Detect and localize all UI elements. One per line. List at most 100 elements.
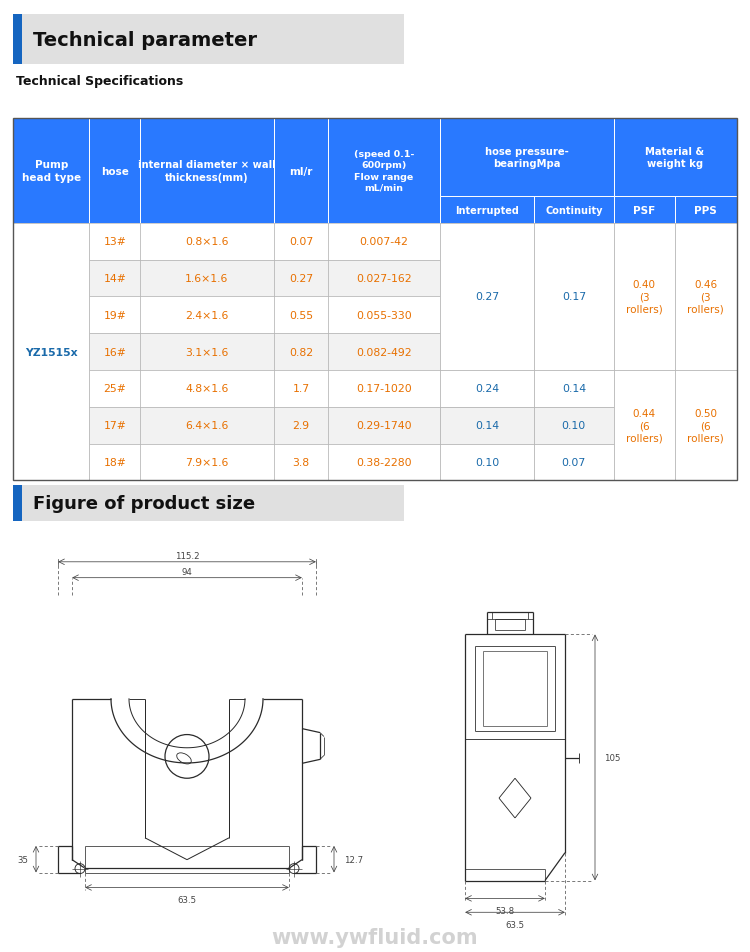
Bar: [274, 407, 328, 444]
Bar: [614, 261, 675, 297]
Text: 35: 35: [17, 855, 28, 863]
Bar: [440, 444, 534, 481]
Text: 1.7: 1.7: [292, 384, 310, 394]
Bar: [140, 261, 274, 297]
Bar: [140, 334, 274, 370]
Bar: [328, 224, 440, 261]
Text: internal diameter × wall
thickness(mm): internal diameter × wall thickness(mm): [138, 160, 276, 183]
Bar: [13, 224, 89, 261]
Bar: [534, 334, 614, 370]
Bar: [13, 224, 89, 481]
Text: 0.17: 0.17: [562, 292, 586, 302]
Bar: [140, 407, 274, 444]
FancyBboxPatch shape: [13, 15, 404, 65]
Bar: [534, 197, 614, 224]
Text: 0.17-1020: 0.17-1020: [356, 384, 412, 394]
Bar: [274, 444, 328, 481]
Bar: [534, 261, 614, 297]
Bar: [13, 119, 89, 224]
Bar: [13, 370, 89, 407]
Bar: [675, 444, 736, 481]
Text: 0.007-42: 0.007-42: [359, 237, 409, 248]
Bar: [675, 407, 736, 444]
Bar: [89, 261, 140, 297]
Text: Pump
head type: Pump head type: [22, 160, 81, 183]
Bar: [140, 444, 274, 481]
Bar: [440, 297, 534, 334]
Text: 7.9×1.6: 7.9×1.6: [185, 457, 229, 467]
Text: 105: 105: [604, 753, 620, 763]
Bar: [440, 224, 534, 261]
Text: 0.82: 0.82: [289, 347, 313, 357]
Text: 0.027-162: 0.027-162: [356, 274, 412, 284]
Text: 115.2: 115.2: [175, 552, 200, 561]
Bar: [614, 224, 675, 370]
Text: Technical parameter: Technical parameter: [33, 30, 257, 50]
Bar: [13, 444, 89, 481]
Bar: [13, 119, 736, 481]
Text: Interrupted: Interrupted: [455, 206, 519, 215]
Bar: [675, 224, 736, 370]
Text: 0.44
(6
rollers): 0.44 (6 rollers): [626, 408, 663, 443]
Bar: [440, 119, 614, 197]
Text: 0.50
(6
rollers): 0.50 (6 rollers): [688, 408, 724, 443]
Text: 63.5: 63.5: [178, 896, 197, 904]
Text: 0.40
(3
rollers): 0.40 (3 rollers): [626, 280, 663, 314]
Text: 0.14: 0.14: [562, 384, 586, 394]
Text: 1.6×1.6: 1.6×1.6: [185, 274, 229, 284]
Bar: [534, 407, 614, 444]
Text: 94: 94: [182, 567, 193, 577]
Bar: [328, 407, 440, 444]
Text: ml/r: ml/r: [290, 167, 313, 176]
Text: PPS: PPS: [694, 206, 717, 215]
Bar: [13, 297, 89, 334]
Bar: [13, 261, 89, 297]
Text: 0.55: 0.55: [289, 310, 313, 321]
Text: 0.055-330: 0.055-330: [356, 310, 412, 321]
Bar: [440, 224, 534, 370]
Bar: [89, 297, 140, 334]
Bar: [440, 261, 534, 297]
Bar: [140, 224, 274, 261]
Bar: [440, 370, 534, 407]
Bar: [614, 370, 675, 407]
Bar: [614, 334, 675, 370]
Text: 2.4×1.6: 2.4×1.6: [185, 310, 229, 321]
Bar: [328, 261, 440, 297]
Text: 0.14: 0.14: [475, 421, 500, 430]
Bar: [440, 444, 534, 481]
Text: 0.07: 0.07: [562, 457, 586, 467]
Bar: [89, 334, 140, 370]
Bar: [440, 370, 534, 407]
Text: 6.4×1.6: 6.4×1.6: [185, 421, 229, 430]
Bar: [675, 261, 736, 297]
Bar: [89, 370, 140, 407]
Bar: [140, 297, 274, 334]
Text: 13#: 13#: [104, 237, 126, 248]
Text: 19#: 19#: [104, 310, 126, 321]
Bar: [274, 334, 328, 370]
Bar: [328, 444, 440, 481]
Text: 17#: 17#: [104, 421, 126, 430]
Text: 0.10: 0.10: [475, 457, 500, 467]
Text: 2.9: 2.9: [292, 421, 310, 430]
Text: Figure of product size: Figure of product size: [33, 495, 255, 512]
Bar: [614, 197, 675, 224]
Text: www.ywfluid.com: www.ywfluid.com: [272, 927, 478, 947]
Bar: [534, 224, 614, 261]
Text: 0.10: 0.10: [562, 421, 586, 430]
Text: 0.8×1.6: 0.8×1.6: [185, 237, 229, 248]
Text: 18#: 18#: [104, 457, 126, 467]
Text: 25#: 25#: [104, 384, 126, 394]
Text: 0.27: 0.27: [475, 292, 500, 302]
Bar: [614, 407, 675, 444]
Bar: [274, 297, 328, 334]
Text: 0.082-492: 0.082-492: [356, 347, 412, 357]
Text: (speed 0.1-
600rpm)
Flow range
mL/min: (speed 0.1- 600rpm) Flow range mL/min: [354, 150, 414, 192]
Text: 53.8: 53.8: [496, 906, 514, 916]
Text: Technical Specifications: Technical Specifications: [16, 75, 184, 89]
Bar: [89, 444, 140, 481]
Text: 0.27: 0.27: [289, 274, 313, 284]
Bar: [534, 370, 614, 407]
Bar: [614, 119, 736, 197]
